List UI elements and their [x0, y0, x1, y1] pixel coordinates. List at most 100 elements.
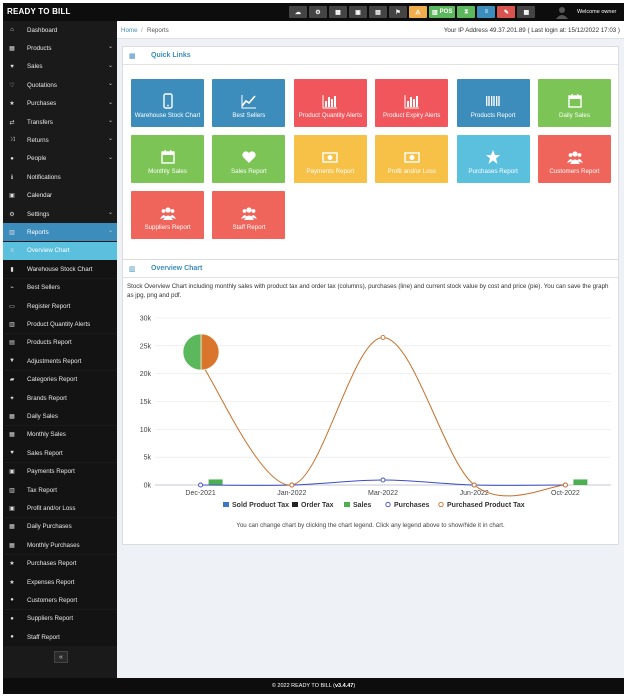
sidebar-item-label: Daily Sales: [27, 412, 58, 420]
sidebar-item-reports[interactable]: ▥ Reports ⌄: [3, 223, 117, 242]
tile-label: Staff Report: [232, 224, 266, 231]
sidebar-item-products[interactable]: ▦ Products ⌄: [3, 39, 117, 57]
users-icon: [240, 205, 257, 221]
sidebar-item-categories-report-icon: ▰: [9, 377, 15, 384]
line-point[interactable]: [289, 482, 295, 488]
sidebar-item-notifications[interactable]: ℹ Notifications: [3, 168, 117, 186]
line-point[interactable]: [380, 335, 386, 340]
sidebar-item-sales[interactable]: ♥ Sales ⌄: [3, 58, 117, 76]
line-point[interactable]: [198, 482, 204, 488]
tile-payments-report[interactable]: Payments Report: [293, 135, 367, 183]
sidebar-item-product-quantity-alerts[interactable]: ▥ Product Quantity Alerts: [3, 315, 117, 334]
tile-profit-loss[interactable]: Profit and/or Loss: [375, 135, 449, 183]
sidebar-item-tax-report[interactable]: ▥ Tax Report: [3, 481, 117, 499]
settings-icon[interactable]: ⚙: [309, 6, 327, 18]
tile-label: Product Quantity Alerts: [298, 112, 362, 119]
sidebar-item-people[interactable]: ● People ⌄: [3, 150, 117, 168]
pie-slice[interactable]: [200, 333, 220, 371]
sidebar-item-warehouse-stock-chart[interactable]: ▮ Warehouse Stock Chart: [3, 260, 117, 279]
sidebar-item-brands-report[interactable]: ✦ Brands Report: [3, 389, 117, 407]
breadcrumb-home-link[interactable]: Home: [121, 27, 138, 34]
money-icon: [322, 149, 338, 165]
sidebar-item-categories-report[interactable]: ▰ Categories Report: [3, 370, 117, 389]
flag-icon[interactable]: ⚑: [389, 6, 407, 18]
tile-customers-report[interactable]: Customers Report: [538, 135, 611, 183]
quick-links-panel: ▦ Quick Links Warehouse Stock Chart Best …: [122, 46, 619, 270]
tile-product-expiry-alerts[interactable]: Product Expiry Alerts: [375, 79, 449, 127]
sidebar-item-register-report[interactable]: ▭ Register Report: [3, 297, 117, 315]
avatar[interactable]: [555, 5, 569, 19]
tile-monthly-sales[interactable]: Monthly Sales: [131, 135, 204, 183]
toolbar-icons: ☁ ⚙ ▦ ▣ ▤ ⚑ ⚠ ▥ POS ⧗ ≡ ✎ ▦: [289, 6, 536, 18]
hourglass-icon[interactable]: ⧗: [457, 6, 476, 18]
grid-icon[interactable]: ▦: [517, 6, 536, 18]
calculator-icon[interactable]: ▦: [329, 6, 347, 18]
sidebar-item-purchases-report[interactable]: ★ Purchases Report: [3, 554, 117, 573]
sidebar-item-customers-report[interactable]: ● Customers Report: [3, 591, 117, 610]
welcome-text[interactable]: Welcome owner: [577, 9, 617, 15]
legend-item-order-tax[interactable]: Order Tax: [292, 502, 334, 509]
sidebar-item-adjustments-report[interactable]: ▼ Adjustments Report: [3, 352, 117, 371]
sidebar-item-label: Daily Purchases: [27, 523, 72, 531]
tile-suppliers-report[interactable]: Suppliers Report: [131, 191, 204, 239]
tile-products-report[interactable]: Products Report: [456, 79, 530, 127]
sidebar-item-label: Monthly Sales: [27, 431, 66, 439]
x-tick-label: Jun-2022: [460, 490, 489, 497]
alert-icon[interactable]: ⚠: [409, 6, 427, 18]
legend-item-sales[interactable]: Sales: [344, 502, 371, 509]
line-point[interactable]: [562, 482, 568, 488]
pie-slice[interactable]: [182, 333, 202, 371]
list-icon[interactable]: ≡: [477, 6, 496, 18]
tile-purchases-report[interactable]: Purchases Report: [456, 135, 530, 183]
sidebar-item-returns[interactable]: ⤨ Returns ⌄: [3, 131, 117, 149]
bar-sales[interactable]: [208, 479, 223, 485]
quick-links-header: ▦ Quick Links: [123, 47, 618, 65]
sidebar-item-transfers[interactable]: ⇄ Transfers ⌄: [3, 113, 117, 131]
legend-swatch: [292, 502, 298, 507]
calendar-icon: [567, 93, 583, 109]
sidebar-item-sales-report[interactable]: ♥ Sales Report: [3, 444, 117, 463]
sidebar-item-profit-loss[interactable]: ▣ Profit and/or Loss: [3, 499, 117, 518]
tile-product-quantity-alerts[interactable]: Product Quantity Alerts: [293, 79, 367, 127]
legend-item-purchases[interactable]: Purchases: [385, 501, 430, 509]
ruler-icon[interactable]: ✎: [497, 6, 516, 18]
tile-staff-report[interactable]: Staff Report: [212, 191, 286, 239]
tile-daily-sales[interactable]: Daily Sales: [538, 79, 611, 127]
sidebar-item-monthly-sales[interactable]: ▦ Monthly Sales: [3, 425, 117, 444]
line-point[interactable]: [380, 477, 386, 483]
sidebar-item-suppliers-report[interactable]: ● Suppliers Report: [3, 609, 117, 628]
sidebar-item-purchases[interactable]: ★ Purchases ⌄: [3, 95, 117, 113]
collapse-sidebar-button[interactable]: «: [54, 651, 68, 663]
tile-label: Warehouse Stock Chart: [134, 112, 201, 119]
sidebar-item-staff-report[interactable]: ● Staff Report: [3, 628, 117, 647]
pos-button[interactable]: ▥ POS: [429, 6, 456, 18]
sidebar-item-quotations[interactable]: ♡ Quotations ⌄: [3, 76, 117, 94]
y-tick-label: 0k: [144, 483, 152, 490]
overview-chart-header: ▥ Overview Chart: [123, 260, 618, 278]
sidebar-item-overview-chart[interactable]: ≡ Overview Chart: [3, 241, 117, 260]
sidebar-item-products-report[interactable]: ▤ Products Report: [3, 333, 117, 352]
clipboard-icon[interactable]: ▤: [369, 6, 387, 18]
sidebar-item-best-sellers[interactable]: ⌁ Best Sellers: [3, 278, 117, 297]
sidebar-item-settings[interactable]: ⚙ Settings ⌄: [3, 205, 117, 223]
sidebar-item-daily-purchases[interactable]: ▦ Daily Purchases: [3, 517, 117, 536]
bar-sales[interactable]: [573, 479, 588, 485]
legend-item-sold-product-tax[interactable]: Sold Product Tax: [223, 502, 289, 509]
sidebar-item-payments-report[interactable]: ▣ Payments Report: [3, 462, 117, 481]
sidebar-item-label: Adjustments Report: [27, 357, 82, 365]
tile-best-sellers[interactable]: Best Sellers: [212, 79, 286, 127]
sidebar-item-monthly-purchases[interactable]: ▦ Monthly Purchases: [3, 536, 117, 555]
line-point[interactable]: [471, 482, 477, 488]
tile-sales-report[interactable]: Sales Report: [212, 135, 286, 183]
cloud-icon[interactable]: ☁: [289, 6, 307, 18]
sidebar-item-label: Products Report: [27, 339, 72, 347]
calendar-icon[interactable]: ▣: [349, 6, 367, 18]
legend-item-purchased-product-tax[interactable]: Purchased Product Tax: [438, 501, 525, 509]
line-purchased-product-tax[interactable]: [200, 336, 566, 497]
sidebar-item-daily-sales[interactable]: ▦ Daily Sales: [3, 407, 117, 426]
brand-logo[interactable]: READY TO BILL: [7, 7, 71, 16]
tile-warehouse-stock-chart[interactable]: Warehouse Stock Chart: [131, 79, 204, 127]
sidebar-item-calendar[interactable]: ▣ Calendar: [3, 187, 117, 205]
sidebar-item-expenses-report[interactable]: ★ Expenses Report: [3, 573, 117, 591]
sidebar-item-dashboard[interactable]: ⌂ Dashboard: [3, 21, 117, 39]
